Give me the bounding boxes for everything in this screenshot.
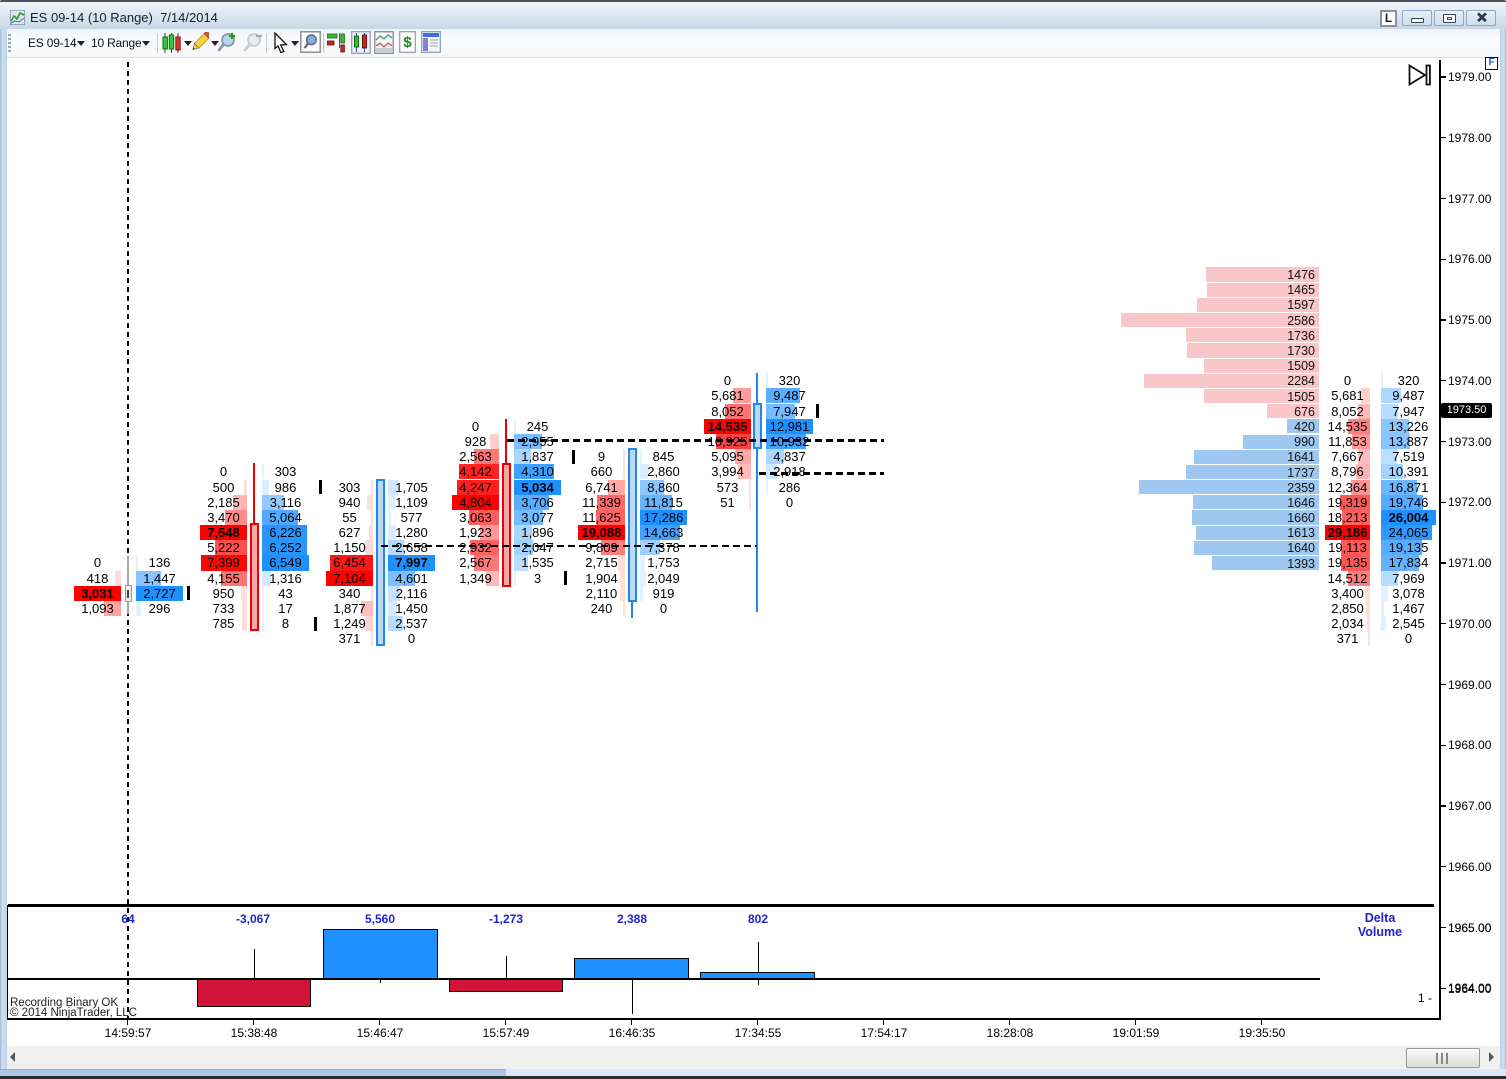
svg-text:$: $ <box>403 34 412 51</box>
